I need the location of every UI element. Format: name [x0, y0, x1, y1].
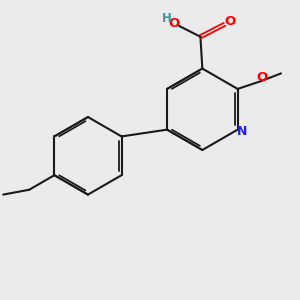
Text: O: O [168, 17, 180, 30]
Text: N: N [237, 125, 247, 138]
Text: H: H [162, 12, 172, 25]
Text: O: O [224, 15, 235, 28]
Text: O: O [257, 71, 268, 84]
